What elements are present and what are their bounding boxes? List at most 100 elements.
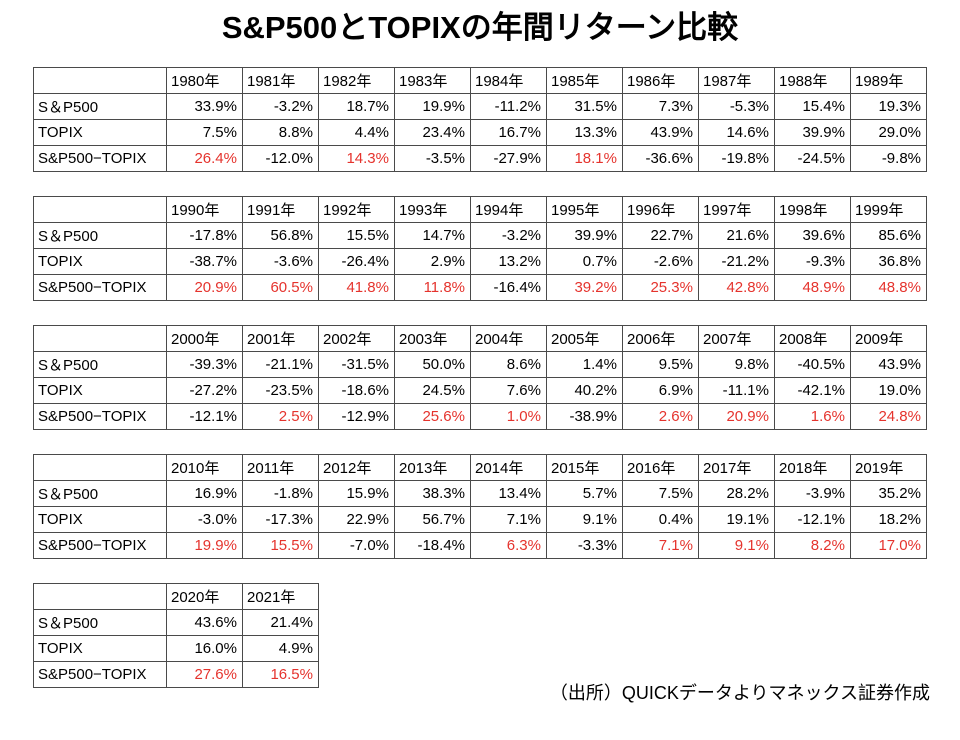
sp500-value-cell: 9.5% — [622, 351, 699, 378]
year-cell: 1999年 — [850, 196, 927, 223]
diff-value-cell: -12.1% — [166, 403, 243, 430]
sp500-value-cell: 22.7% — [622, 222, 699, 249]
year-cell: 1996年 — [622, 196, 699, 223]
year-cell: 2021年 — [242, 583, 319, 610]
diff-value-cell: 2.6% — [622, 403, 699, 430]
sp500-value-cell: 19.9% — [394, 93, 471, 120]
year-header-row: 1990年 1991年 1992年 1993年 1994年 1995年 1996年 1997年… — [33, 196, 927, 223]
topix-value-cell: 8.8% — [242, 119, 319, 146]
year-cell: 1997年 — [698, 196, 775, 223]
diff-row: S&P500−TOPIX 26.4% -12.0% 14.3% -3.5% -27.9% 1… — [33, 145, 927, 172]
row-label-sp500: S＆P500 — [33, 351, 167, 378]
figure-page: { "title": "S&P500とTOPIXの年間リターン比較", "sou… — [0, 8, 960, 740]
topix-value-cell: -17.3% — [242, 506, 319, 533]
topix-value-cell: 2.9% — [394, 248, 471, 275]
diff-value-cell: 41.8% — [318, 274, 395, 301]
sp500-value-cell: -1.8% — [242, 480, 319, 507]
year-cell: 2012年 — [318, 454, 395, 481]
year-cell: 1981年 — [242, 67, 319, 94]
sp500-value-cell: 13.4% — [470, 480, 547, 507]
sp500-value-cell: 5.7% — [546, 480, 623, 507]
year-cell: 1998年 — [774, 196, 851, 223]
year-cell: 1995年 — [546, 196, 623, 223]
sp500-value-cell: 16.9% — [166, 480, 243, 507]
diff-value-cell: -38.9% — [546, 403, 623, 430]
diff-value-cell: -7.0% — [318, 532, 395, 559]
diff-value-cell: 20.9% — [698, 403, 775, 430]
returns-table-2010s: 2010年 2011年 2012年 2013年 2014年 2015年 2016年 2017年… — [33, 454, 927, 559]
diff-value-cell: 1.6% — [774, 403, 851, 430]
year-cell: 2005年 — [546, 325, 623, 352]
sp500-value-cell: 39.6% — [774, 222, 851, 249]
row-label-diff: S&P500−TOPIX — [33, 661, 167, 688]
diff-value-cell: -9.8% — [850, 145, 927, 172]
topix-value-cell: -2.6% — [622, 248, 699, 275]
year-cell: 2010年 — [166, 454, 243, 481]
year-cell: 2011年 — [242, 454, 319, 481]
year-header-row: 1980年 1981年 1982年 1983年 1984年 1985年 1986年 1987年… — [33, 67, 927, 94]
diff-value-cell: 2.5% — [242, 403, 319, 430]
topix-value-cell: -3.6% — [242, 248, 319, 275]
diff-value-cell: 42.8% — [698, 274, 775, 301]
year-cell: 1989年 — [850, 67, 927, 94]
row-label-topix: TOPIX — [33, 506, 167, 533]
sp500-value-cell: -5.3% — [698, 93, 775, 120]
topix-value-cell: 13.2% — [470, 248, 547, 275]
diff-value-cell: -18.4% — [394, 532, 471, 559]
sp500-value-cell: 9.8% — [698, 351, 775, 378]
sp500-value-cell: -39.3% — [166, 351, 243, 378]
year-cell: 2015年 — [546, 454, 623, 481]
diff-value-cell: 6.3% — [470, 532, 547, 559]
returns-table-1980s: 1980年 1981年 1982年 1983年 1984年 1985年 1986年 1987年… — [33, 67, 927, 172]
year-cell: 1993年 — [394, 196, 471, 223]
sp500-value-cell: 8.6% — [470, 351, 547, 378]
diff-value-cell: 20.9% — [166, 274, 243, 301]
row-label-topix: TOPIX — [33, 248, 167, 275]
topix-value-cell: -3.0% — [166, 506, 243, 533]
year-cell: 2004年 — [470, 325, 547, 352]
diff-value-cell: 39.2% — [546, 274, 623, 301]
topix-row: TOPIX -38.7% -3.6% -26.4% 2.9% 13.2% 0.7% -2.6%… — [33, 248, 927, 275]
sp500-value-cell: 18.7% — [318, 93, 395, 120]
topix-value-cell: -9.3% — [774, 248, 851, 275]
topix-value-cell: -23.5% — [242, 377, 319, 404]
year-cell: 2016年 — [622, 454, 699, 481]
diff-value-cell: 48.9% — [774, 274, 851, 301]
topix-value-cell: -26.4% — [318, 248, 395, 275]
sp500-value-cell: -11.2% — [470, 93, 547, 120]
sp500-value-cell: 7.5% — [622, 480, 699, 507]
year-cell: 2008年 — [774, 325, 851, 352]
sp500-value-cell: 14.7% — [394, 222, 471, 249]
diff-value-cell: -19.8% — [698, 145, 775, 172]
diff-value-cell: -12.0% — [242, 145, 319, 172]
topix-value-cell: 23.4% — [394, 119, 471, 146]
topix-value-cell: -27.2% — [166, 377, 243, 404]
sp500-row: S＆P500 -17.8% 56.8% 15.5% 14.7% -3.2% 39.9% 22.… — [33, 222, 927, 249]
topix-value-cell: 39.9% — [774, 119, 851, 146]
year-cell: 2018年 — [774, 454, 851, 481]
year-cell: 2013年 — [394, 454, 471, 481]
sp500-value-cell: -40.5% — [774, 351, 851, 378]
topix-value-cell: 4.4% — [318, 119, 395, 146]
sp500-value-cell: 85.6% — [850, 222, 927, 249]
sp500-value-cell: -3.2% — [470, 222, 547, 249]
topix-value-cell: 0.7% — [546, 248, 623, 275]
diff-value-cell: 60.5% — [242, 274, 319, 301]
sp500-value-cell: 28.2% — [698, 480, 775, 507]
topix-value-cell: 19.0% — [850, 377, 927, 404]
year-cell: 2001年 — [242, 325, 319, 352]
topix-value-cell: 6.9% — [622, 377, 699, 404]
year-cell: 2020年 — [166, 583, 243, 610]
tables-container: 1980年 1981年 1982年 1983年 1984年 1985年 1986年 1987年… — [33, 67, 960, 688]
sp500-value-cell: -31.5% — [318, 351, 395, 378]
year-cell: 1992年 — [318, 196, 395, 223]
corner-cell — [33, 325, 167, 352]
topix-value-cell: 19.1% — [698, 506, 775, 533]
diff-value-cell: 15.5% — [242, 532, 319, 559]
year-cell: 2000年 — [166, 325, 243, 352]
year-cell: 1987年 — [698, 67, 775, 94]
topix-value-cell: 7.5% — [166, 119, 243, 146]
year-cell: 2017年 — [698, 454, 775, 481]
year-cell: 1994年 — [470, 196, 547, 223]
diff-value-cell: 25.3% — [622, 274, 699, 301]
